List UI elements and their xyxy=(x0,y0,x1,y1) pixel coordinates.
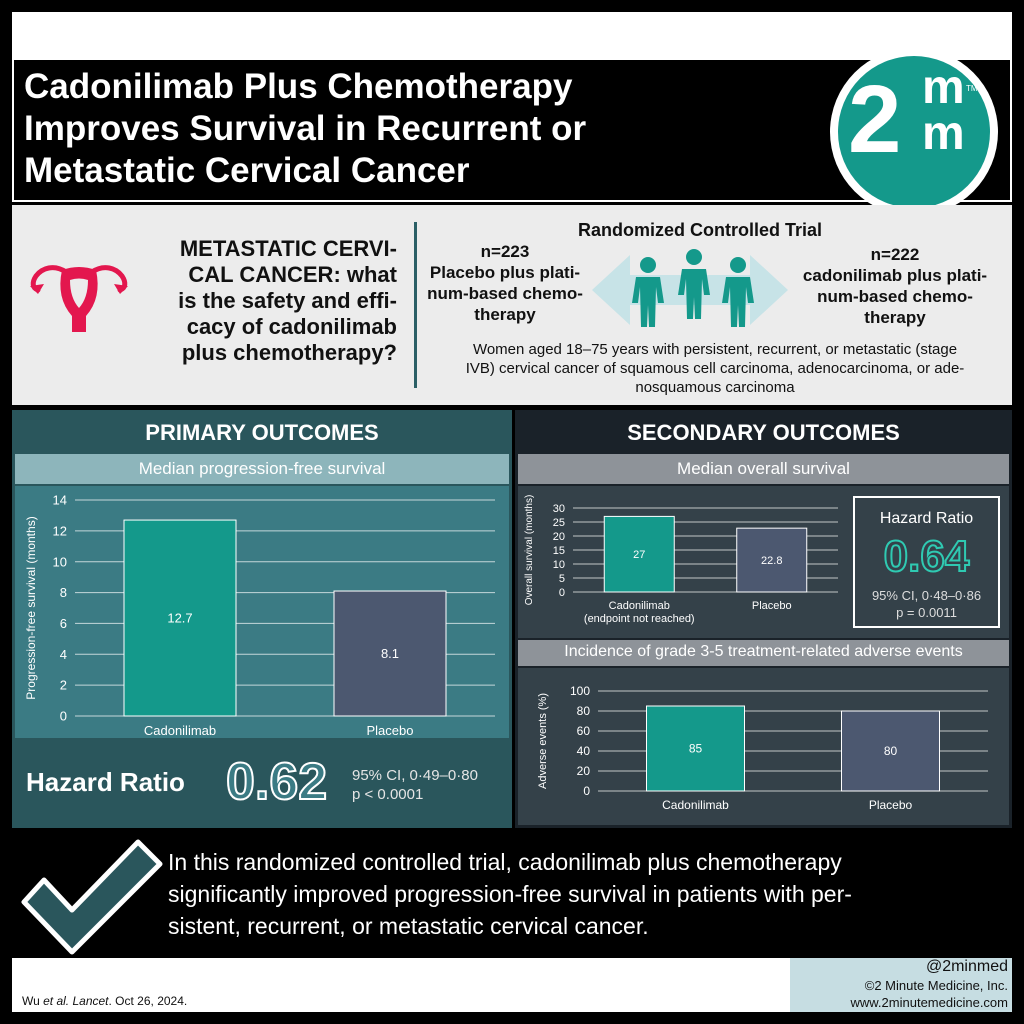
uterus-icon xyxy=(30,265,128,332)
website-link[interactable]: www.2minutemedicine.com xyxy=(850,995,1008,1010)
conclusion-text: In this randomized controlled trial, cad… xyxy=(168,849,852,939)
pfs-title-bar xyxy=(15,454,509,484)
logo-letter-top: m xyxy=(922,61,965,114)
ae-y-tick-label: 40 xyxy=(577,744,591,758)
os-bar-value-label: 27 xyxy=(633,549,645,561)
primary-outcomes-title: PRIMARY OUTCOMES xyxy=(145,420,379,445)
secondary-hazard-ci: 95% CI, 0·48–0·86 xyxy=(871,588,982,603)
ae-y-tick-label: 0 xyxy=(583,784,590,798)
os-y-tick-label: 0 xyxy=(559,587,565,599)
os-bar-chart: 0 5 10 15 20 25 30 Overall survival (months) 27 C… xyxy=(524,495,838,625)
pfs-x-tick-label: Placebo xyxy=(367,723,414,738)
copyright: ©2 Minute Medicine, Inc. xyxy=(864,978,1008,993)
logo-letter-bottom: m xyxy=(922,107,965,160)
secondary-hazard-label: Hazard Ratio xyxy=(879,510,974,527)
os-y-tick-label: 5 xyxy=(559,573,565,585)
pfs-y-tick-label: 10 xyxy=(53,554,67,569)
primary-hazard-p: p < 0.0001 xyxy=(352,786,424,803)
os-y-tick-label: 20 xyxy=(553,531,565,543)
os-bar xyxy=(736,527,808,593)
secondary-hazard-p: p = 0.0011 xyxy=(896,605,957,620)
os-y-tick-label: 30 xyxy=(553,503,565,515)
pfs-y-tick-label: 14 xyxy=(53,493,67,508)
os-x-tick-label: (endpoint not reached) xyxy=(584,613,695,625)
question-divider xyxy=(414,222,417,388)
conclusion-panel xyxy=(60,835,1012,957)
os-bar xyxy=(603,515,675,593)
pfs-bar-chart: 0 2 4 6 8 10 12 14 Progression-free survival (mo… xyxy=(15,486,509,738)
pfs-bar xyxy=(333,590,447,717)
pfs-y-tick-label: 8 xyxy=(60,585,67,600)
placebo-arm-label: n=223 Placebo plus plati- num-based chem… xyxy=(427,242,583,324)
pfs-y-tick-label: 6 xyxy=(60,616,67,631)
primary-hazard-label: Hazard Ratio xyxy=(26,767,185,797)
pfs-y-tick-label: 2 xyxy=(60,678,67,693)
os-bar-value-label: 22.8 xyxy=(761,555,782,567)
ae-y-tick-label: 80 xyxy=(577,704,591,718)
pfs-chart-title: Median progression-free survival xyxy=(138,459,386,478)
pfs-y-tick-label: 4 xyxy=(60,647,67,662)
header-top-strip xyxy=(12,12,1012,60)
checkmark-icon xyxy=(21,839,163,955)
study-question-panel xyxy=(12,205,1012,405)
ae-x-tick-label: Cadonilimab xyxy=(662,798,729,812)
os-y-tick-label: 25 xyxy=(553,517,565,529)
pfs-y-tick-label: 12 xyxy=(53,523,67,538)
secondary-hazard-box xyxy=(853,496,1000,628)
randomization-people-icon xyxy=(592,249,788,327)
os-title-bar xyxy=(518,454,1009,484)
infographic-title: Cadonilimab Plus Chemotherapy Improves S… xyxy=(24,67,587,190)
pfs-y-tick-label: 0 xyxy=(60,709,67,724)
ae-y-tick-label: 100 xyxy=(570,684,590,698)
social-handle: @2minmed xyxy=(925,958,1008,975)
secondary-hazard-value: 0.64 xyxy=(883,531,971,582)
ae-bar-chart: 0 20 40 60 80 100 Adverse events (%) 85 Cadonili… xyxy=(537,684,988,812)
ae-y-axis-label: Adverse events (%) xyxy=(537,693,549,789)
brand-logo xyxy=(838,56,990,208)
citation-authors: Wu xyxy=(22,994,44,1008)
os-x-tick-label: Cadonilimab xyxy=(609,600,670,612)
ae-title-bar xyxy=(518,640,1009,666)
pfs-y-axis-label: Progression-free survival (months) xyxy=(24,516,38,699)
ae-bar xyxy=(841,710,940,792)
pfs-x-tick-label: Cadonilimab xyxy=(144,723,216,738)
ae-y-tick-label: 20 xyxy=(577,764,591,778)
pfs-bar-value-label: 8.1 xyxy=(381,646,399,661)
logo-trademark: TM xyxy=(966,84,978,93)
os-x-tick-label: Placebo xyxy=(752,600,792,612)
ae-x-tick-label: Placebo xyxy=(869,798,913,812)
trial-type-label: Randomized Controlled Trial xyxy=(577,220,823,240)
ae-bar-value-label: 85 xyxy=(689,742,703,756)
os-y-tick-label: 10 xyxy=(553,559,565,571)
secondary-outcomes-title: SECONDARY OUTCOMES xyxy=(627,420,900,445)
credit-box xyxy=(790,958,1012,1012)
citation-date: . Oct 26, 2024. xyxy=(108,994,188,1008)
citation: Wu et al. Lancet. Oct 26, 2024. xyxy=(22,994,187,1008)
logo-number: 2 xyxy=(848,66,902,173)
os-y-axis-label: Overall survival (months) xyxy=(524,495,535,606)
os-chart-title: Median overall survival xyxy=(677,459,850,478)
os-y-tick-label: 15 xyxy=(553,545,565,557)
primary-hazard-ci: 95% CI, 0·49–0·80 xyxy=(352,767,478,784)
pfs-bar-value-label: 12.7 xyxy=(167,611,192,626)
primary-hazard-value: 0.62 xyxy=(225,752,328,812)
study-population: Women aged 18–75 years with persistent, … xyxy=(465,341,965,396)
ae-bar xyxy=(646,705,745,792)
pfs-bar xyxy=(123,519,237,717)
ae-y-tick-label: 60 xyxy=(577,724,591,738)
citation-journal: Lancet xyxy=(72,994,109,1008)
citation-etal: et al. xyxy=(43,994,70,1008)
ae-bar-value-label: 80 xyxy=(884,744,898,758)
study-question: METASTATIC CERVI- CAL CANCER: what is th… xyxy=(178,236,397,365)
ae-chart-title: Incidence of grade 3-5 treatment-related… xyxy=(564,643,963,660)
treatment-arm-label: n=222 cadonilimab plus plati- num-based … xyxy=(802,245,988,327)
